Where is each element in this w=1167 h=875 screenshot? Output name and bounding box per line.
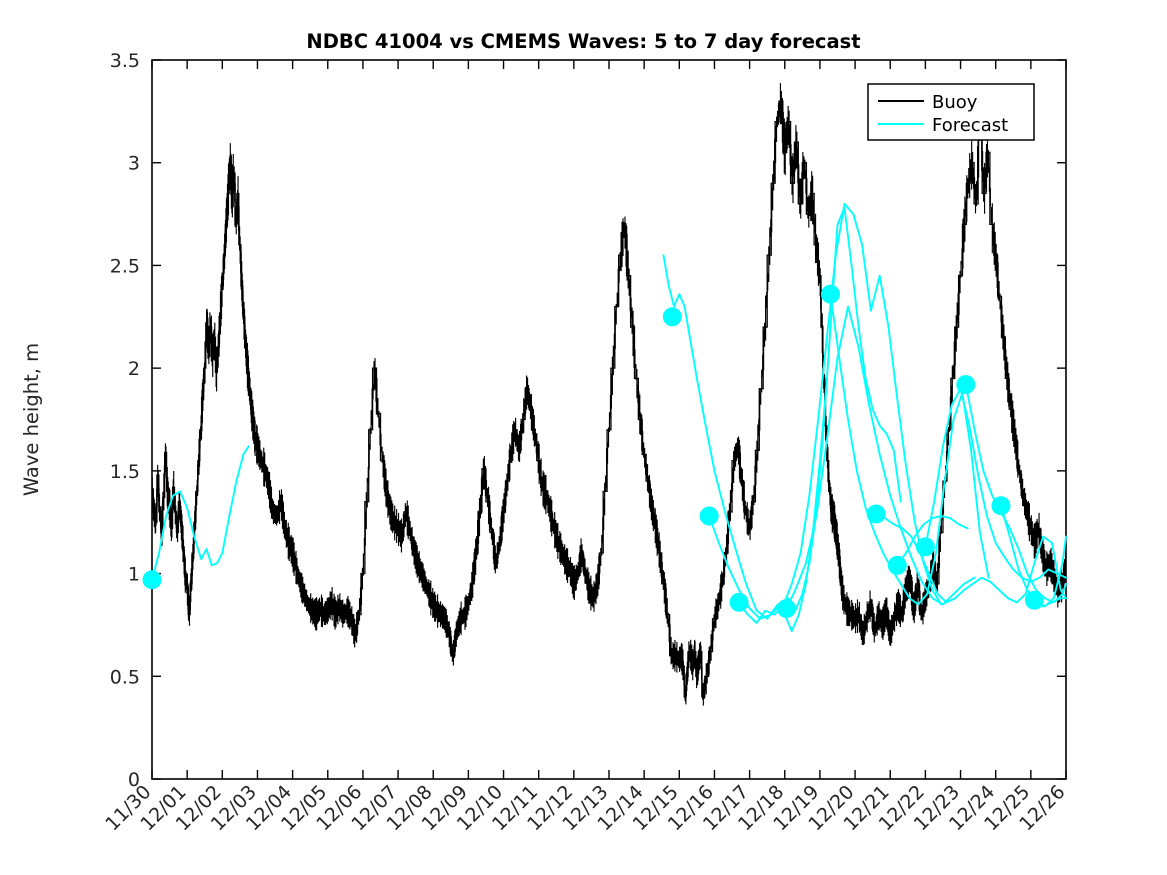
forecast-line-segment [896, 515, 969, 567]
y-axis-label: Wave height, m [20, 343, 43, 496]
buoy-sample-spikes [151, 83, 1067, 706]
forecast-line-segment [785, 305, 976, 610]
buoy-line [152, 100, 1066, 698]
legend-label: Buoy [932, 92, 978, 113]
forecast-line-segment [151, 445, 250, 581]
forecast-start-marker [956, 375, 976, 395]
forecast-line-segment [875, 513, 1067, 604]
forecast-start-marker [887, 555, 907, 575]
series-layer [142, 83, 1067, 706]
y-tick-label: 1.5 [110, 461, 140, 483]
forecast-start-marker [1024, 590, 1044, 610]
y-tick-label: 2.5 [110, 255, 140, 277]
forecast-start-marker [142, 570, 162, 590]
forecast-start-marker [915, 537, 935, 557]
forecast-line-segment [924, 387, 1067, 583]
forecast-line-segment [662, 254, 828, 633]
y-tick-label: 0.5 [110, 666, 140, 688]
chart-title: NDBC 41004 vs CMEMS Waves: 5 to 7 day fo… [306, 30, 861, 53]
y-tick-label: 2 [128, 358, 140, 380]
forecast-start-marker [991, 496, 1011, 516]
y-tick-label: 1 [128, 564, 140, 586]
forecast-line-segment [738, 202, 943, 624]
y-tick-label: 3.5 [110, 50, 140, 72]
forecast-start-marker [777, 598, 797, 618]
forecast-start-marker [729, 592, 749, 612]
forecast-start-marker [662, 307, 682, 327]
forecast-start-marker [866, 504, 886, 524]
forecast-start-marker [699, 506, 719, 526]
y-tick-label: 0 [128, 769, 140, 791]
y-tick-label: 3 [128, 153, 140, 175]
forecast-start-marker [820, 284, 840, 304]
axes-layer: 00.511.522.533.511/3012/0112/0212/0312/0… [20, 50, 1070, 835]
legend-label: Forecast [932, 115, 1008, 136]
legend-box [867, 83, 1035, 141]
forecast-line-segment [829, 293, 990, 606]
